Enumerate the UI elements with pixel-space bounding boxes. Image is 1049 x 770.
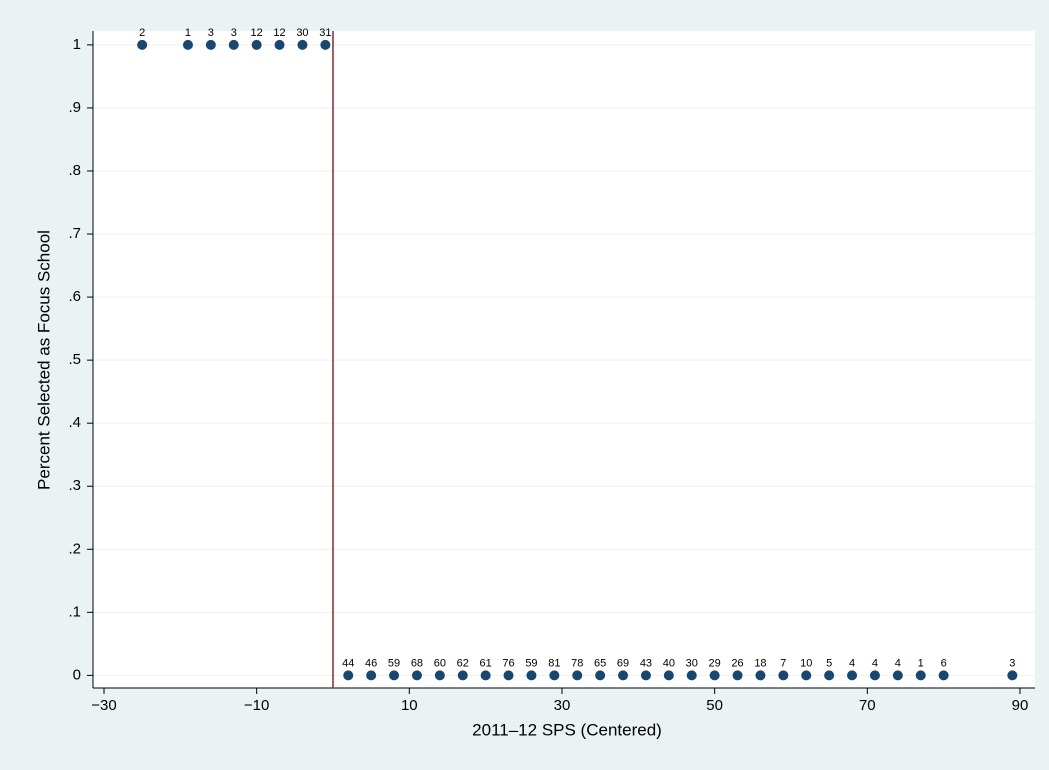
x-tick-label: 50 [706,697,723,714]
point-label: 44 [342,657,354,669]
point-label: 30 [686,657,698,669]
y-tick-label: .4 [68,414,81,431]
point-label: 1 [185,27,191,39]
x-tick-label: 70 [859,697,876,714]
point [755,670,766,681]
point-label: 65 [594,657,606,669]
point-label: 78 [571,657,583,669]
point-label: 30 [296,27,308,39]
point-label: 31 [319,27,331,39]
point [801,670,812,681]
point-label: 68 [411,657,423,669]
point-label: 2 [139,27,145,39]
y-axis-title: Percent Selected as Focus School [34,230,53,490]
point [663,670,674,681]
point [503,670,514,681]
x-tick-label: −10 [244,697,269,714]
point-label: 29 [709,657,721,669]
point [686,670,697,681]
x-axis-title: 2011–12 SPS (Centered) [472,720,662,739]
point [526,670,537,681]
point-label: 61 [480,657,492,669]
x-tick-label: 30 [554,697,571,714]
point [1007,670,1018,681]
y-tick-label: 1 [73,36,81,53]
point-label: 12 [251,27,263,39]
point-label: 1 [918,657,924,669]
point-label: 3 [231,27,237,39]
y-tick-label: .3 [68,477,81,494]
y-tick-label: .7 [68,225,81,242]
point [709,670,720,681]
point-label: 4 [872,657,878,669]
point-label: 6 [941,657,947,669]
point [389,670,400,681]
point-label: 7 [780,657,786,669]
point-label: 5 [826,657,832,669]
point [915,670,926,681]
point-label: 60 [434,657,446,669]
point-label: 3 [1009,657,1015,669]
point-label: 43 [640,657,652,669]
point [938,670,949,681]
point [549,670,560,681]
point [434,670,445,681]
point [205,39,216,50]
point [411,670,422,681]
point [572,670,583,681]
point [251,39,262,50]
point-label: 12 [273,27,285,39]
y-tick-label: .8 [68,162,81,179]
point [457,670,468,681]
point [343,670,354,681]
point-label: 3 [208,27,214,39]
y-tick-label: .2 [68,540,81,557]
point-label: 76 [502,657,514,669]
point-label: 40 [663,657,675,669]
point-label: 69 [617,657,629,669]
point-label: 18 [754,657,766,669]
point [595,670,606,681]
point [480,670,491,681]
point-label: 10 [800,657,812,669]
point [228,39,239,50]
point-label: 59 [525,657,537,669]
x-tick-label: 10 [401,697,418,714]
point [320,39,331,50]
point [274,39,285,50]
y-tick-label: 0 [73,666,81,683]
point-label: 81 [548,657,560,669]
point-label: 46 [365,657,377,669]
point [366,670,377,681]
y-tick-label: .9 [68,99,81,116]
point [824,670,835,681]
point-label: 4 [895,657,901,669]
x-tick-label: −30 [91,697,116,714]
point [618,670,629,681]
point-label: 26 [731,657,743,669]
point [869,670,880,681]
point [137,39,148,50]
point-label: 62 [457,657,469,669]
y-tick-label: .6 [68,288,81,305]
point [640,670,651,681]
point [182,39,193,50]
y-tick-label: .5 [68,351,81,368]
point [297,39,308,50]
point [732,670,743,681]
x-tick-label: 90 [1012,697,1029,714]
point [847,670,858,681]
point [778,670,789,681]
point-label: 4 [849,657,855,669]
point [892,670,903,681]
plot-area [93,31,1035,688]
point-label: 59 [388,657,400,669]
y-tick-label: .1 [68,603,81,620]
